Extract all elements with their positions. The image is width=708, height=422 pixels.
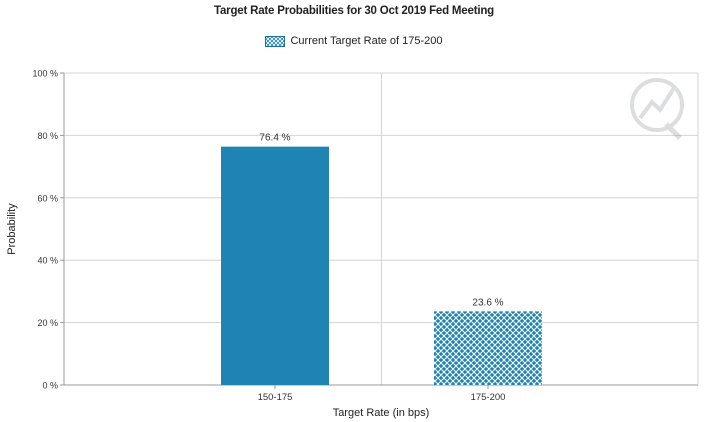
y-tick-label: 20 % bbox=[37, 318, 58, 328]
watermark-logo bbox=[630, 78, 684, 140]
chart-title: Target Rate Probabilities for 30 Oct 201… bbox=[214, 5, 494, 17]
legend: Current Target Rate of 175-200 bbox=[0, 35, 708, 47]
legend-swatch bbox=[265, 35, 286, 47]
bar-value-label: 23.6 % bbox=[472, 297, 503, 308]
x-axis-label: Target Rate (in bps) bbox=[332, 407, 430, 419]
bar-value-label: 76.4 % bbox=[259, 133, 290, 144]
legend-label: Current Target Rate of 175-200 bbox=[290, 35, 443, 47]
bar-175-200 bbox=[434, 311, 542, 385]
y-tick-label: 100 % bbox=[32, 69, 58, 79]
y-axis-label: Probability bbox=[6, 203, 18, 255]
y-tick-label: 60 % bbox=[37, 193, 58, 203]
x-tick-label: 175-200 bbox=[471, 392, 506, 403]
y-tick-label: 0 % bbox=[42, 381, 58, 391]
y-tick-label: 80 % bbox=[37, 131, 58, 141]
y-tick-label: 40 % bbox=[37, 256, 58, 266]
x-tick-label: 150-175 bbox=[258, 392, 293, 403]
bar-150-175 bbox=[221, 146, 329, 385]
